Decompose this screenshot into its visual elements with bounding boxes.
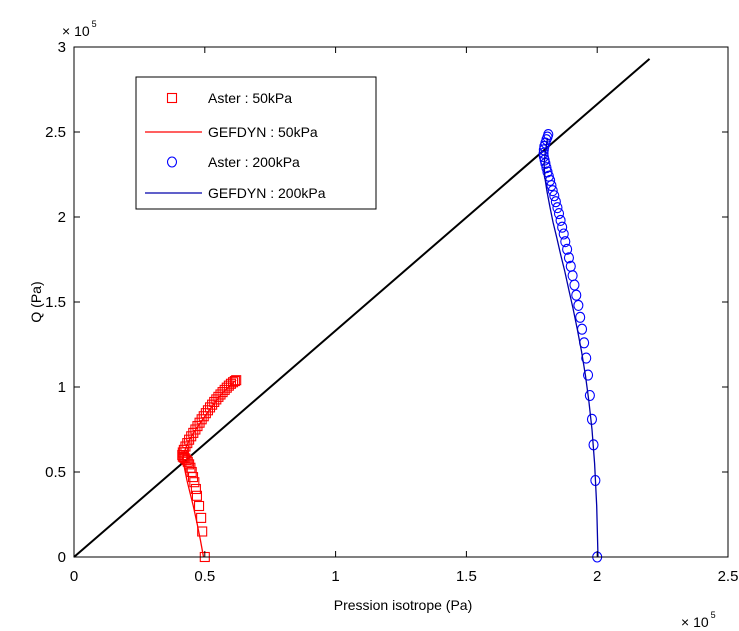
x-axis-exponent: × 10 5 bbox=[681, 610, 716, 630]
legend-entry-1: GEFDYN : 50kPa bbox=[145, 124, 318, 140]
y-tick-label: 2 bbox=[58, 209, 66, 226]
data-point-circle bbox=[555, 214, 566, 226]
x-tick-label: 0 bbox=[70, 568, 78, 585]
y-tick-label: 0 bbox=[58, 549, 66, 566]
axis-labels: Pression isotrope (Pa) Q (Pa) × 10 5 × 10… bbox=[28, 19, 716, 630]
x-axis-exponent-power: 5 bbox=[711, 610, 716, 620]
y-tick-label: 1.5 bbox=[45, 294, 66, 311]
data-point-circle bbox=[542, 166, 553, 178]
x-tick-label: 2 bbox=[593, 568, 601, 585]
data-point-circle bbox=[573, 299, 584, 311]
data-point-square bbox=[231, 375, 242, 386]
data-point-circle bbox=[558, 228, 569, 240]
data-point-square bbox=[185, 462, 196, 473]
data-point-square bbox=[196, 512, 207, 523]
data-point-circle bbox=[538, 147, 549, 159]
data-point-circle bbox=[582, 369, 594, 381]
series-line-1 bbox=[182, 379, 237, 558]
data-point-circle bbox=[543, 129, 554, 141]
x-tick-label: 1 bbox=[331, 568, 339, 585]
x-axis-exponent-base: × 10 bbox=[681, 614, 709, 630]
legend-square-marker bbox=[166, 92, 178, 104]
legend-circle-marker bbox=[166, 156, 178, 168]
legend-entry-3: GEFDYN : 200kPa bbox=[145, 185, 326, 201]
data-point-circle bbox=[552, 202, 563, 214]
reference-line bbox=[73, 58, 651, 558]
y-axis-exponent-base: × 10 bbox=[62, 23, 90, 39]
data-point-circle bbox=[563, 252, 574, 264]
y-axis-exponent: × 10 5 bbox=[62, 19, 97, 39]
x-tick-label: 1.5 bbox=[456, 568, 477, 585]
data-point-circle bbox=[562, 243, 573, 255]
y-axis-label: Q (Pa) bbox=[28, 281, 44, 322]
data-point-square bbox=[182, 438, 193, 449]
series-line-3 bbox=[543, 138, 599, 558]
data-point-square bbox=[225, 378, 237, 389]
legend: Aster : 50kPa GEFDYN : 50kPa Aster : 200kP… bbox=[135, 76, 377, 210]
y-tick-label: 2.5 bbox=[45, 124, 66, 141]
data-point-circle bbox=[565, 260, 576, 272]
legend-label: Aster : 200kPa bbox=[208, 154, 300, 170]
y-tick-label: 0.5 bbox=[45, 464, 66, 481]
x-tick-label: 2.5 bbox=[718, 568, 739, 585]
legend-label: GEFDYN : 50kPa bbox=[208, 124, 318, 140]
data-point-circle bbox=[547, 185, 558, 197]
data-point-circle bbox=[584, 389, 595, 402]
x-tick-label: 0.5 bbox=[194, 568, 215, 585]
legend-entry-0: Aster : 50kPa bbox=[166, 90, 292, 106]
axes: 0 0.5 1 1.5 2 2.5 0 0.5 1 1.5 2 2.5 3 bbox=[45, 39, 738, 585]
legend-label: Aster : 50kPa bbox=[208, 90, 292, 106]
data-point-square bbox=[193, 500, 205, 512]
data-point-square bbox=[229, 375, 240, 387]
data-point-circle bbox=[560, 236, 571, 248]
plot-area bbox=[73, 58, 651, 563]
legend-entry-2: Aster : 200kPa bbox=[166, 154, 300, 170]
data-point-circle bbox=[550, 196, 561, 208]
data-point-circle bbox=[571, 289, 582, 301]
data-point-circle bbox=[557, 221, 568, 233]
data-point-square bbox=[197, 526, 208, 537]
data-point-circle bbox=[575, 311, 586, 323]
x-axis-label: Pression isotrope (Pa) bbox=[334, 597, 473, 613]
data-point-square bbox=[180, 441, 191, 452]
data-point-circle bbox=[581, 352, 592, 364]
data-point-circle bbox=[541, 162, 552, 174]
data-point-circle bbox=[553, 208, 565, 220]
data-point-square bbox=[228, 377, 239, 388]
data-point-square bbox=[190, 483, 201, 495]
y-tick-label: 3 bbox=[58, 39, 66, 56]
series-markers-0 bbox=[177, 375, 242, 563]
data-point-circle bbox=[549, 190, 560, 202]
data-point-square bbox=[189, 477, 200, 488]
y-tick-label: 1 bbox=[58, 379, 66, 396]
y-axis-exponent-power: 5 bbox=[92, 19, 97, 29]
data-point-square bbox=[191, 490, 203, 501]
legend-label: GEFDYN : 200kPa bbox=[208, 185, 326, 201]
